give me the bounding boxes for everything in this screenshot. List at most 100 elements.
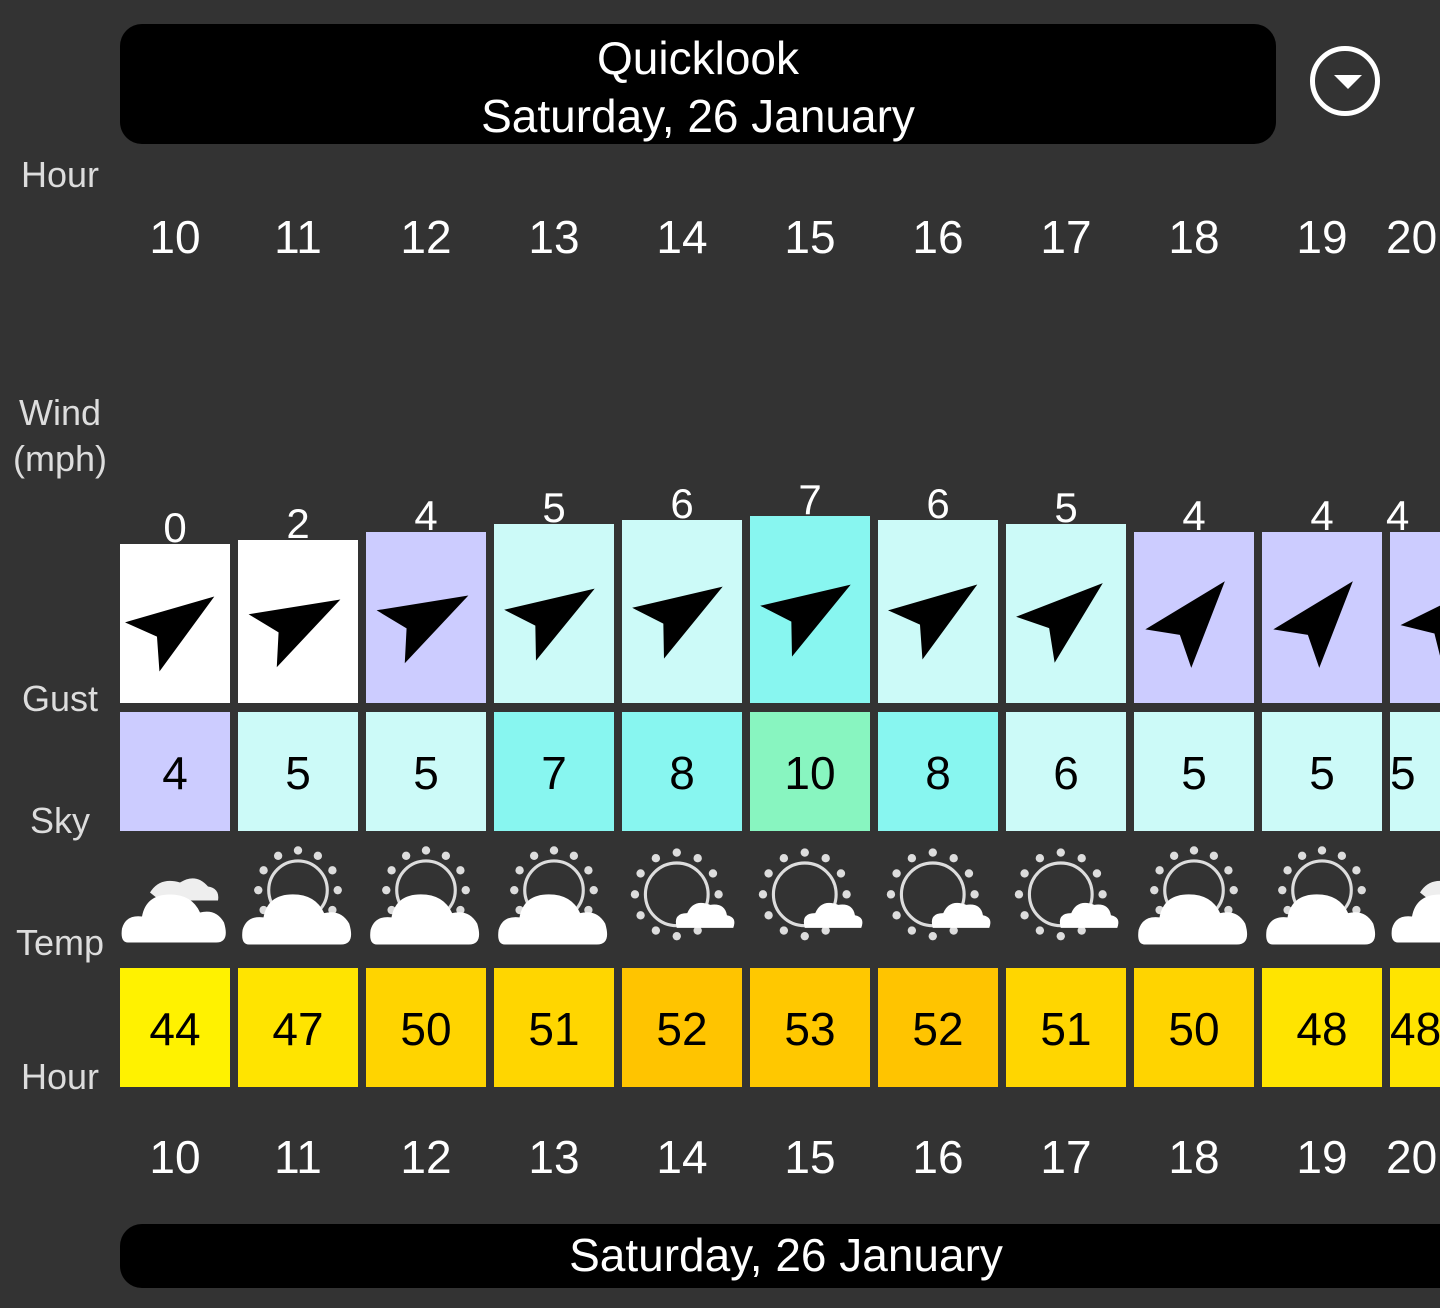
wind-direction-arrow-icon	[632, 586, 723, 659]
temp-cell: 50	[366, 968, 486, 1087]
gust-value: 5	[413, 747, 439, 799]
partly-cloudy-icon	[370, 846, 480, 945]
hour-label-top: 12	[400, 211, 452, 263]
temp-value: 50	[400, 1003, 452, 1055]
hour-label-top: 14	[656, 211, 708, 263]
hour-label-bottom: 13	[528, 1131, 580, 1183]
sky-cell	[366, 840, 486, 955]
wind-direction-arrow-icon	[504, 588, 595, 661]
wind-speed: 4	[414, 492, 438, 539]
gust-cell: 5	[1134, 712, 1254, 831]
sky-cell	[622, 840, 742, 955]
mostly-sunny-icon	[886, 848, 991, 941]
wind-bar	[750, 516, 870, 703]
temp-cell: 47	[238, 968, 358, 1087]
temp-value: 48	[1390, 1003, 1440, 1055]
label-hour-bottom: Hour	[20, 1056, 100, 1097]
gust-cell: 8	[878, 712, 998, 831]
gust-value: 5	[1390, 747, 1416, 799]
wind-bar	[494, 524, 614, 703]
wind-speed: 4	[1182, 492, 1206, 539]
temp-cell: 48	[1262, 968, 1382, 1087]
hour-label-bottom: 19	[1296, 1131, 1348, 1183]
hour-label-bottom: 11	[274, 1131, 322, 1183]
wind-speed: 4	[1310, 492, 1334, 539]
wind-bar	[238, 540, 358, 703]
wind-speed: 6	[670, 480, 694, 527]
wind-bar	[878, 520, 998, 703]
footer-banner: Saturday, 26 January	[120, 1224, 1440, 1288]
gust-value: 10	[784, 747, 836, 799]
header-banner: Quicklook Saturday, 26 January	[120, 24, 1276, 144]
sky-cell	[750, 840, 870, 955]
wind-direction-arrow-icon	[376, 594, 469, 663]
gust-value: 8	[925, 747, 951, 799]
label-temp: Temp	[15, 922, 105, 963]
mostly-sunny-icon	[630, 848, 735, 941]
temp-value: 51	[528, 1003, 580, 1055]
wind-direction-arrow-icon	[1145, 580, 1225, 668]
hour-label-bottom: 10	[149, 1131, 201, 1183]
temp-cell: 52	[622, 968, 742, 1087]
gust-value: 5	[1181, 747, 1207, 799]
temp-value: 44	[149, 1003, 201, 1055]
hour-label-bottom: 20	[1386, 1131, 1438, 1183]
label-wind: Wind (mph)	[12, 392, 107, 479]
gust-value: 8	[669, 747, 695, 799]
temp-value: 50	[1168, 1003, 1220, 1055]
wind-speed: 2	[286, 500, 310, 547]
sky-cell	[238, 840, 358, 955]
sky-cell	[878, 840, 998, 955]
cloudy-icon	[121, 878, 226, 943]
gust-value: 4	[162, 747, 188, 799]
gust-value: 7	[541, 747, 567, 799]
temp-cell: 50	[1134, 968, 1254, 1087]
partly-cloudy-icon	[1138, 846, 1248, 945]
wind-direction-arrow-icon	[1016, 582, 1103, 663]
gust-cell: 4	[120, 712, 230, 831]
header-date: Saturday, 26 January	[481, 90, 915, 142]
wind-bar	[1390, 532, 1440, 703]
wind-speed: 0	[163, 504, 187, 551]
wind-direction-arrow-icon	[1400, 583, 1440, 667]
hour-label-bottom: 17	[1040, 1131, 1092, 1183]
hour-label-bottom: 18	[1168, 1131, 1220, 1183]
hour-label-top: 19	[1296, 211, 1348, 263]
gust-cell: 5	[1390, 712, 1440, 831]
wind-bar	[120, 544, 230, 703]
temp-cell: 53	[750, 968, 870, 1087]
hour-label-bottom: 15	[784, 1131, 836, 1183]
temp-cell: 52	[878, 968, 998, 1087]
wind-speed: 5	[1054, 484, 1078, 531]
temp-value: 53	[784, 1003, 836, 1055]
hour-label-top: 18	[1168, 211, 1220, 263]
sky-cell	[1134, 840, 1254, 955]
wind-speed: 5	[542, 484, 566, 531]
temp-value: 48	[1296, 1003, 1348, 1055]
wind-direction-arrow-icon	[248, 598, 341, 667]
label-sky: Sky	[29, 800, 90, 841]
hour-label-bottom: 12	[400, 1131, 452, 1183]
wind-speed: 4	[1386, 492, 1410, 539]
temp-value: 52	[656, 1003, 708, 1055]
footer-date: Saturday, 26 January	[569, 1229, 1003, 1281]
hour-label-top: 10	[149, 211, 201, 263]
hour-label-top: 20	[1386, 211, 1438, 263]
temp-cell: 48	[1390, 968, 1440, 1087]
wind-bar	[1134, 532, 1254, 703]
partly-cloudy-icon	[242, 846, 352, 945]
sky-cell	[1262, 840, 1382, 955]
chevron-down-circle-icon[interactable]	[1310, 46, 1380, 116]
hour-label-top: 13	[528, 211, 580, 263]
wind-speed: 6	[926, 480, 950, 527]
temp-cell: 51	[1006, 968, 1126, 1087]
gust-cell: 5	[1262, 712, 1382, 831]
temp-value: 52	[912, 1003, 964, 1055]
gust-cell: 10	[750, 712, 870, 831]
wind-speed: 7	[798, 476, 822, 523]
hour-label-bottom: 16	[912, 1131, 964, 1183]
gust-cell: 6	[1006, 712, 1126, 831]
header-title: Quicklook	[597, 32, 799, 84]
sky-cell	[494, 840, 614, 955]
mostly-sunny-icon	[1014, 848, 1119, 941]
